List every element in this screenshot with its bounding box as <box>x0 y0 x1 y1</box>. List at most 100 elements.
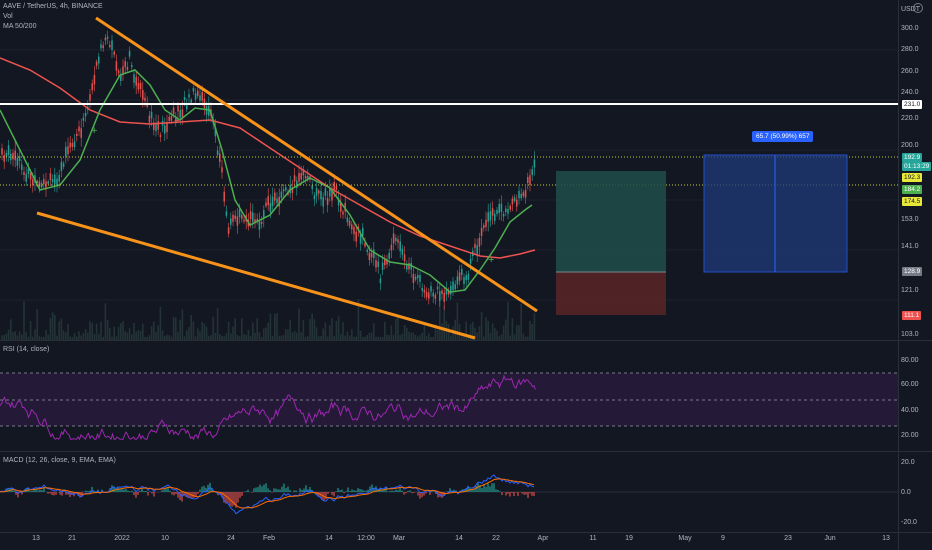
histogram-bar <box>331 492 333 495</box>
candle-body <box>311 185 313 190</box>
candle-body <box>249 211 252 220</box>
histogram-bar <box>533 492 535 497</box>
rsi-title[interactable]: RSI (14, close) <box>3 346 50 353</box>
histogram-bar <box>505 492 507 496</box>
volume-bar <box>434 324 437 340</box>
volume-bar <box>168 335 170 340</box>
candle-body <box>172 107 175 115</box>
histogram-bar <box>239 492 241 498</box>
volume-bar <box>234 318 236 340</box>
candle-body <box>511 198 514 205</box>
candle-body <box>417 275 419 279</box>
volume-bar <box>254 332 256 340</box>
candle-body <box>89 94 91 101</box>
volume-bar <box>214 332 217 340</box>
histogram-bar <box>435 492 437 495</box>
candle-body <box>106 36 109 39</box>
candle-body <box>219 153 221 162</box>
candle-body <box>49 173 52 180</box>
vol-indicator-label[interactable]: Vol <box>3 13 13 20</box>
macd-chart[interactable] <box>0 452 898 532</box>
histogram-bar <box>41 490 43 492</box>
volume-bar <box>120 323 122 340</box>
price-axis[interactable]: USDT 300.0 280.0 260.0 240.0 220.0 200.0… <box>898 0 932 550</box>
candle-body <box>177 105 179 112</box>
rsi-pane[interactable]: RSI (14, close) <box>0 341 898 451</box>
candle-body <box>100 44 102 49</box>
histogram-bar <box>401 490 403 492</box>
volume-bar <box>201 322 203 340</box>
price-tick: 280.0 <box>901 46 919 53</box>
candle-body <box>153 122 155 130</box>
volume-bar <box>247 329 250 340</box>
volume-bar <box>155 332 157 340</box>
volume-bar <box>414 335 417 340</box>
histogram-bar <box>141 488 143 492</box>
volume-bar <box>236 334 239 340</box>
histogram-bar <box>471 489 473 492</box>
candle-body <box>113 51 115 55</box>
candle-body <box>436 286 439 290</box>
volume-bar <box>40 336 43 340</box>
volume-bar <box>465 321 467 340</box>
candle-body <box>201 92 203 101</box>
candle-body <box>513 197 516 201</box>
candle-body <box>487 212 489 222</box>
histogram-bar <box>517 492 519 496</box>
rsi-chart[interactable] <box>0 341 898 451</box>
macd-title[interactable]: MACD (12, 26, close, 9, EMA, EMA) <box>3 457 116 464</box>
volume-bar <box>280 335 283 340</box>
volume-bar <box>318 336 320 340</box>
ma-indicator-label[interactable]: MA 50/200 <box>3 23 37 30</box>
histogram-bar <box>353 490 355 492</box>
candle-body <box>397 239 399 243</box>
candle-body <box>439 291 441 301</box>
histogram-bar <box>235 492 237 508</box>
candle-body <box>390 244 393 251</box>
macd-pane[interactable]: MACD (12, 26, close, 9, EMA, EMA) <box>0 452 898 532</box>
volume-bar <box>381 336 384 340</box>
time-tick: 9 <box>721 535 725 542</box>
volume-bar <box>500 334 503 340</box>
histogram-bar <box>363 490 365 492</box>
candle-body <box>111 40 113 50</box>
candle-body <box>408 263 410 270</box>
candle-body <box>458 272 461 281</box>
time-tick: 22 <box>492 535 500 542</box>
histogram-bar <box>113 486 115 492</box>
time-axis[interactable]: 13 21 2022 10 24 Feb 14 12:00 Mar 14 22 … <box>0 533 898 550</box>
candle-body <box>80 128 82 138</box>
histogram-bar <box>33 489 35 492</box>
histogram-bar <box>337 488 339 492</box>
volume-bar <box>287 329 289 340</box>
volume-bar <box>348 335 351 340</box>
candle-body <box>355 231 357 242</box>
volume-bar <box>278 335 280 340</box>
volume-bar <box>95 323 98 340</box>
volume-bar <box>353 336 355 340</box>
volume-bar <box>1 335 3 340</box>
histogram-bar <box>475 485 477 492</box>
volume-bar <box>430 336 432 340</box>
settings-icon[interactable] <box>913 3 923 13</box>
histogram-bar <box>13 490 15 492</box>
price-chart[interactable]: + + + <box>0 0 898 340</box>
histogram-bar <box>187 492 189 499</box>
ma50-price-tag: 184.2 <box>902 185 923 194</box>
histogram-bar <box>507 492 509 494</box>
symbol-title[interactable]: AAVE / TetherUS, 4h, BINANCE <box>3 3 103 10</box>
volume-bar <box>212 316 214 340</box>
volume-bar <box>476 332 478 340</box>
volume-bar <box>210 335 212 340</box>
histogram-bar <box>465 488 467 492</box>
candle-body <box>5 152 8 157</box>
candle-body <box>476 245 478 255</box>
signal-line <box>0 478 535 509</box>
candle-body <box>190 99 192 103</box>
volume-bar <box>428 333 430 340</box>
price-pane[interactable]: + + + AAVE / TetherUS, 4h, BINANCE Vol M… <box>0 0 898 340</box>
volume-bar <box>23 301 25 340</box>
currency-label[interactable]: USDT <box>901 6 921 13</box>
volume-bar <box>296 332 298 340</box>
candle-body <box>232 214 234 222</box>
